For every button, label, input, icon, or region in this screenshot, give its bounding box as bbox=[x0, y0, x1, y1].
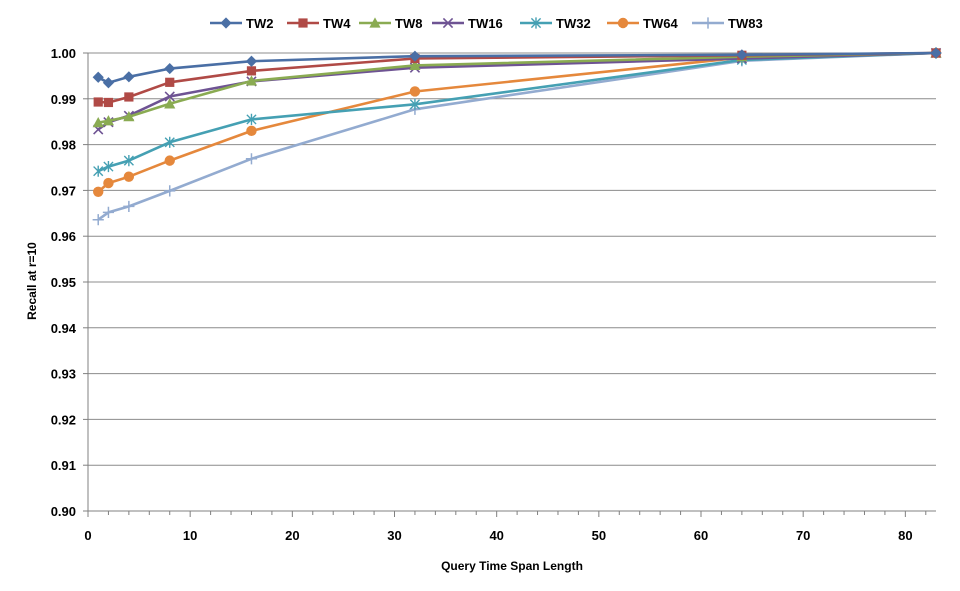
legend-item-tw8: TW8 bbox=[359, 16, 422, 31]
data-point bbox=[442, 17, 454, 29]
y-tick-label: 0.98 bbox=[51, 138, 76, 153]
x-tick-label: 10 bbox=[183, 528, 197, 543]
data-point bbox=[702, 17, 714, 29]
data-point bbox=[93, 186, 104, 197]
y-tick-label: 1.00 bbox=[51, 46, 76, 61]
series-line bbox=[97, 51, 937, 124]
data-point bbox=[220, 17, 232, 29]
y-tick-label: 0.97 bbox=[51, 183, 76, 198]
legend-label: TW16 bbox=[468, 16, 503, 31]
data-point bbox=[103, 160, 114, 173]
x-axis-title: Query Time Span Length bbox=[441, 559, 583, 573]
data-point bbox=[164, 185, 176, 197]
data-point bbox=[102, 115, 115, 126]
data-point bbox=[102, 206, 115, 218]
data-point bbox=[617, 17, 629, 29]
y-tick-label: 0.94 bbox=[51, 321, 77, 336]
legend-label: TW64 bbox=[643, 16, 678, 31]
data-point bbox=[245, 55, 258, 67]
x-tick-label: 0 bbox=[84, 528, 91, 543]
legend-label: TW83 bbox=[728, 16, 763, 31]
data-point bbox=[124, 92, 134, 102]
data-point bbox=[165, 77, 175, 87]
data-point bbox=[102, 77, 115, 89]
legend-item-tw16: TW16 bbox=[432, 16, 503, 31]
y-tick-label: 0.91 bbox=[51, 458, 76, 473]
x-tick-label: 20 bbox=[285, 528, 299, 543]
y-tick-label: 0.96 bbox=[51, 229, 76, 244]
series-tw32 bbox=[93, 47, 942, 177]
series-lines bbox=[92, 47, 942, 226]
data-point bbox=[409, 98, 421, 110]
legend-label: TW2 bbox=[246, 16, 273, 31]
data-point bbox=[123, 155, 134, 167]
data-point bbox=[530, 17, 542, 29]
x-tick-label: 30 bbox=[387, 528, 401, 543]
y-tick-label: 0.93 bbox=[51, 367, 76, 382]
data-point bbox=[92, 117, 104, 128]
series-tw64 bbox=[93, 47, 942, 197]
x-tick-label: 40 bbox=[489, 528, 503, 543]
x-tick-label: 50 bbox=[592, 528, 606, 543]
series-tw2 bbox=[92, 47, 942, 89]
legend-label: TW8 bbox=[395, 16, 422, 31]
legend-label: TW4 bbox=[323, 16, 351, 31]
data-point bbox=[164, 98, 176, 109]
data-point bbox=[736, 49, 748, 61]
data-point bbox=[245, 75, 258, 86]
y-tick-label: 0.90 bbox=[51, 504, 76, 519]
data-point bbox=[123, 71, 135, 83]
data-point bbox=[245, 153, 258, 165]
y-tick-label: 0.95 bbox=[51, 275, 76, 290]
legend: TW2 TW4 TW8 TW16 TW32 TW64 TW83 bbox=[210, 16, 763, 31]
data-point bbox=[164, 155, 175, 166]
data-point bbox=[164, 91, 175, 102]
data-point bbox=[93, 165, 104, 177]
data-point bbox=[92, 214, 104, 226]
x-tick-label: 80 bbox=[898, 528, 912, 543]
legend-item-tw83: TW83 bbox=[692, 16, 763, 31]
data-point bbox=[298, 18, 308, 28]
y-axis-title: Recall at r=10 bbox=[25, 242, 39, 320]
legend-item-tw2: TW2 bbox=[210, 16, 273, 31]
legend-item-tw32: TW32 bbox=[520, 16, 591, 31]
gridlines bbox=[88, 52, 936, 466]
data-point bbox=[164, 136, 175, 148]
legend-label: TW32 bbox=[556, 16, 591, 31]
data-point bbox=[246, 113, 257, 126]
x-tick-label: 60 bbox=[694, 528, 708, 543]
data-point bbox=[409, 59, 421, 70]
data-point bbox=[123, 200, 135, 213]
data-point bbox=[246, 66, 257, 76]
data-point bbox=[930, 47, 942, 59]
data-point bbox=[103, 177, 114, 189]
legend-item-tw64: TW64 bbox=[607, 16, 678, 31]
y-tick-label: 0.92 bbox=[51, 412, 76, 427]
data-point bbox=[246, 125, 257, 137]
series-line bbox=[97, 51, 937, 221]
data-point bbox=[369, 17, 381, 28]
x-tick-label: 70 bbox=[796, 528, 810, 543]
data-point bbox=[164, 62, 176, 75]
data-point bbox=[409, 86, 421, 97]
data-point bbox=[92, 71, 104, 83]
data-point bbox=[409, 50, 421, 62]
series-line bbox=[97, 51, 937, 173]
y-tick-label: 0.99 bbox=[51, 92, 76, 107]
legend-item-tw4: TW4 bbox=[287, 16, 351, 31]
data-point bbox=[123, 111, 135, 122]
axes: 0.90 0.91 0.92 0.93 0.94 0.95 0.96 0.97 0.98 0.99… bbox=[51, 46, 936, 543]
data-point bbox=[103, 97, 114, 108]
data-point bbox=[93, 97, 103, 107]
data-point bbox=[123, 171, 135, 182]
